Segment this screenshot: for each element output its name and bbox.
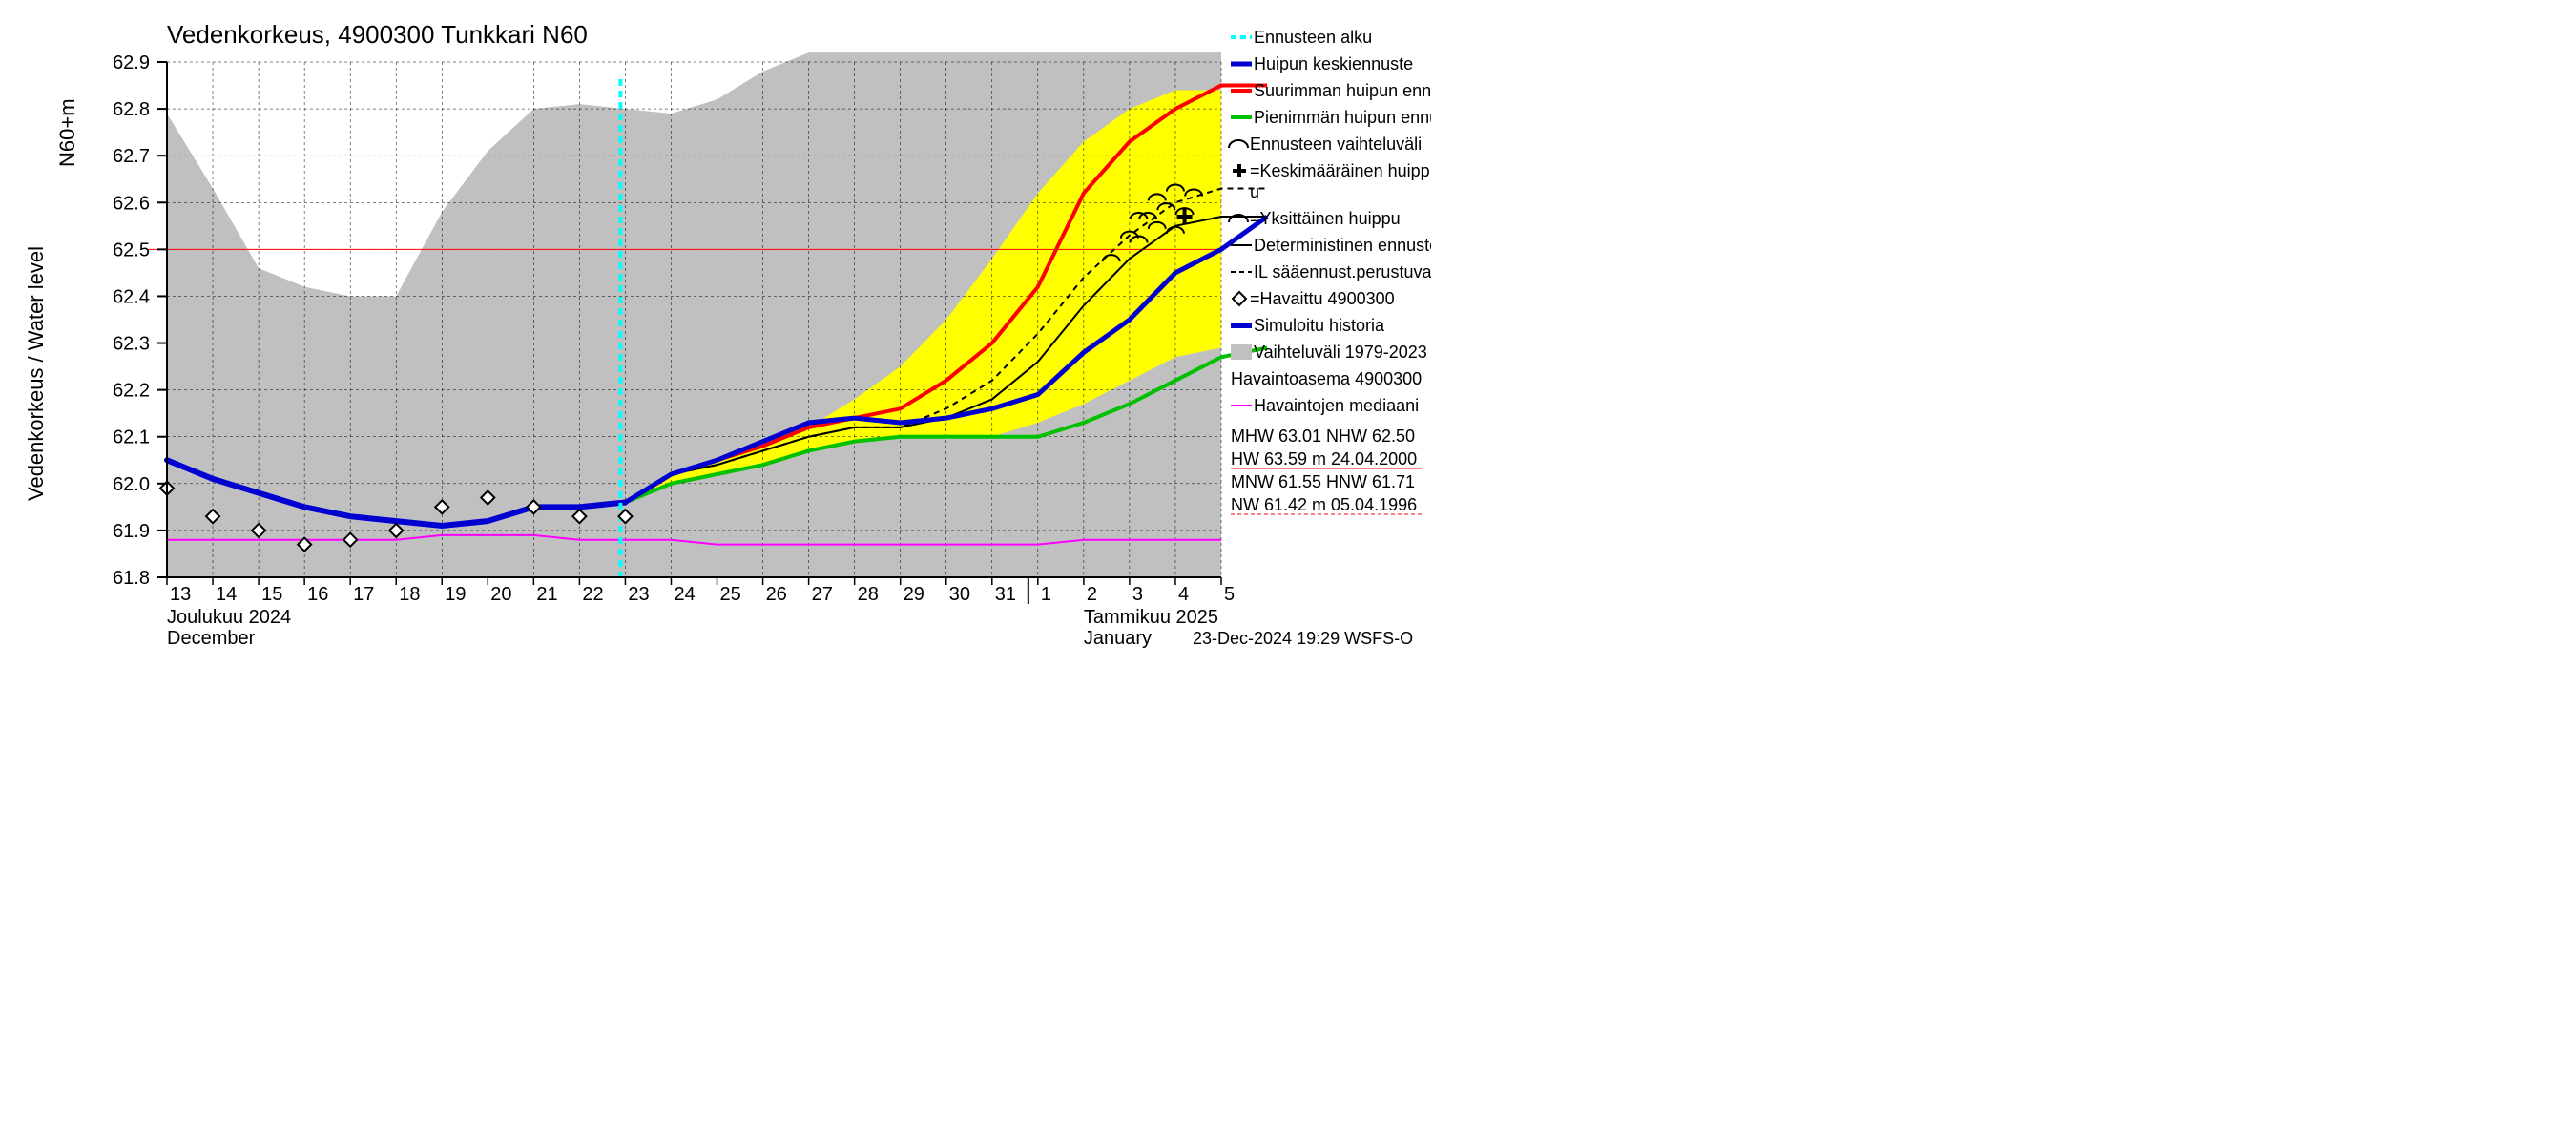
- month-label: Tammikuu 2025: [1084, 607, 1218, 628]
- x-tick-label: 27: [812, 584, 833, 605]
- legend-swatch: [1229, 140, 1248, 148]
- month-label: January: [1084, 628, 1152, 649]
- legend-label: Simuloitu historia: [1254, 316, 1385, 335]
- legend-label: Ennusteen vaihteluväli: [1250, 135, 1422, 154]
- x-tick-label: 31: [995, 584, 1016, 605]
- legend-label: =Havaittu 4900300: [1250, 289, 1395, 308]
- y-tick-label: 61.8: [113, 568, 150, 589]
- x-tick-label: 19: [445, 584, 466, 605]
- legend-label: =Keskimääräinen huipp: [1250, 161, 1430, 180]
- y-axis-label: Vedenkorkeus / Water level: [24, 246, 48, 501]
- y-tick-label: 62.4: [113, 286, 150, 307]
- x-tick-label: 2: [1087, 584, 1097, 605]
- legend-label: Ennusteen alku: [1254, 28, 1372, 47]
- x-tick-label: 1: [1041, 584, 1051, 605]
- x-tick-label: 14: [216, 584, 237, 605]
- stats-label: NW 61.42 m 05.04.1996: [1231, 495, 1417, 514]
- x-tick-label: 4: [1178, 584, 1189, 605]
- x-tick-label: 15: [261, 584, 282, 605]
- x-tick-label: 30: [949, 584, 970, 605]
- x-tick-label: 26: [766, 584, 787, 605]
- x-tick-label: 17: [353, 584, 374, 605]
- y-tick-label: 62.5: [113, 239, 150, 260]
- x-tick-label: 16: [307, 584, 328, 605]
- y-tick-label: 62.8: [113, 99, 150, 120]
- x-tick-label: 21: [536, 584, 557, 605]
- x-tick-label: 18: [399, 584, 420, 605]
- x-tick-label: 22: [582, 584, 603, 605]
- legend-label: u: [1250, 182, 1259, 201]
- month-label: December: [167, 628, 256, 649]
- x-tick-label: 23: [628, 584, 649, 605]
- timestamp-label: 23-Dec-2024 19:29 WSFS-O: [1193, 629, 1413, 648]
- x-tick-label: 29: [904, 584, 924, 605]
- x-tick-label: 5: [1224, 584, 1235, 605]
- y-tick-label: 62.6: [113, 193, 150, 214]
- y-tick-label: 62.3: [113, 334, 150, 355]
- chart-title: Vedenkorkeus, 4900300 Tunkkari N60: [167, 20, 588, 49]
- legend-label: Havaintoasema 4900300: [1231, 369, 1422, 388]
- y-tick-label: 61.9: [113, 521, 150, 542]
- y-tick-label: 62.2: [113, 381, 150, 402]
- y-tick-label: 62.9: [113, 52, 150, 73]
- legend-label: Huipun keskiennuste: [1254, 54, 1413, 73]
- legend-swatch: [1231, 344, 1252, 360]
- x-tick-label: 13: [170, 584, 191, 605]
- x-tick-label: 24: [674, 584, 695, 605]
- y-tick-label: 62.1: [113, 427, 150, 448]
- stats-label: HW 63.59 m 24.04.2000: [1231, 449, 1417, 468]
- y-tick-label: 62.0: [113, 474, 150, 495]
- legend-label: Suurimman huipun ennuste: [1254, 81, 1431, 100]
- x-tick-label: 28: [858, 584, 879, 605]
- legend-label: IL sääennust.perustuva: [1254, 262, 1431, 281]
- legend-label: Pienimmän huipun ennuste: [1254, 108, 1431, 127]
- stats-label: MHW 63.01 NHW 62.50: [1231, 427, 1415, 446]
- legend-swatch: [1233, 292, 1246, 305]
- y-tick-label: 62.7: [113, 146, 150, 167]
- legend-label: Havaintojen mediaani: [1254, 396, 1419, 415]
- stats-label: MNW 61.55 HNW 61.71: [1231, 472, 1415, 491]
- legend-label: Vaihteluväli 1979-2023: [1254, 343, 1427, 362]
- month-label: Joulukuu 2024: [167, 607, 291, 628]
- water-level-chart: 61.8 61.9 62.0 62.1 62.2 62.3 62.4 62.5 62.6 62.7…: [0, 0, 1431, 668]
- x-tick-label: 3: [1132, 584, 1143, 605]
- x-tick-label: 20: [490, 584, 511, 605]
- legend-label: Deterministinen ennuste: [1254, 236, 1431, 255]
- y-axis-unit: N60+m: [55, 98, 79, 167]
- legend-label: =Yksittäinen huippu: [1250, 209, 1401, 228]
- x-tick-label: 25: [720, 584, 741, 605]
